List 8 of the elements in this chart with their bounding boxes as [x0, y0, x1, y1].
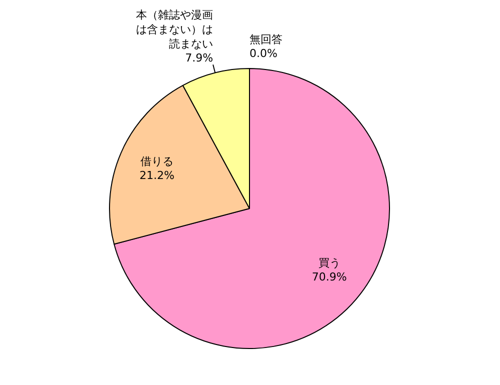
slice-label: 借りる: [140, 154, 174, 168]
data-label: 7.9%: [185, 52, 214, 65]
slice-label: 買う: [318, 256, 340, 270]
category-label: 無回答: [250, 32, 282, 46]
text: 0.0%: [250, 47, 278, 60]
data-label: 21.2%: [140, 169, 174, 182]
slice-label: 本（雑誌や漫画は含まない）は読まない: [136, 8, 214, 50]
data-label: 70.9%: [312, 270, 347, 284]
